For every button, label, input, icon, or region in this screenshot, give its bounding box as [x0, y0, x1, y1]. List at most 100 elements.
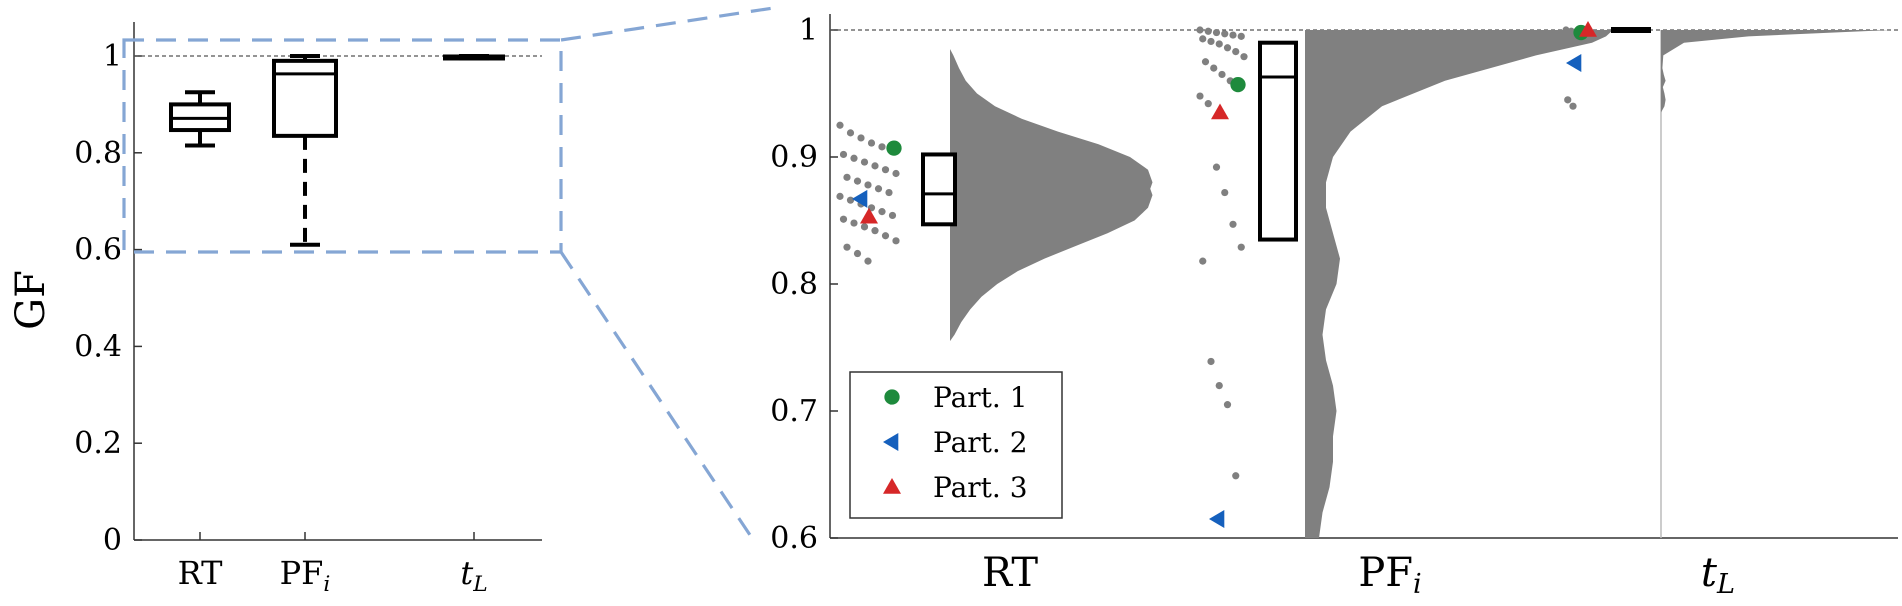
scatter-point-RT: [871, 162, 879, 170]
scatter-point-PF: [1237, 32, 1245, 40]
legend-label-2: Part. 2: [933, 426, 1028, 459]
scatter-point-RT: [892, 237, 900, 245]
scatter-point-t: [1564, 96, 1572, 104]
scatter-point-PF: [1215, 40, 1223, 48]
scatter-point-PF: [1221, 188, 1229, 197]
scatter-point-RT: [864, 181, 872, 189]
scatter-point-PF: [1229, 31, 1237, 39]
scatter-point-RT: [860, 158, 869, 166]
scatter-point-RT: [836, 192, 844, 200]
scatter-point-RT: [843, 243, 851, 251]
scatter-point-PF: [1223, 44, 1232, 52]
overview-panel: 0 0.2 0.4 0.6 0.8 1 RT PFi tL GF: [8, 22, 542, 597]
scatter-point-PF: [1207, 357, 1215, 366]
scatter-point-RT: [843, 173, 851, 181]
scatter-point-PF: [1223, 401, 1232, 409]
right-x-ticks: RT PFi tL: [982, 550, 1735, 600]
right-x-tick-label: PFi: [1358, 550, 1421, 600]
scatter-point-RT: [839, 150, 848, 159]
participant-marker-1-PF: [1230, 76, 1246, 93]
participant-markers: [852, 21, 1597, 528]
participant-marker-3-RT: [860, 207, 878, 224]
participant-marker-3-t: [1579, 21, 1597, 37]
right-box-rect: [1611, 27, 1651, 33]
zoom-connector-top: [560, 5, 781, 42]
left-x-ticks: RT PFi tL: [178, 532, 488, 597]
left-box-RT: [169, 90, 231, 148]
left-x-tick-label-main: PF: [280, 554, 324, 592]
scatter-point-RT: [871, 227, 879, 235]
right-box-t: [1611, 27, 1651, 33]
left-y-label: GF: [8, 270, 54, 330]
left-x-tick-label: PFi: [280, 554, 331, 597]
zoom-rect: [122, 38, 563, 254]
scatter-point-RT: [874, 185, 883, 193]
participant-marker-2-t: [1566, 54, 1582, 73]
left-y-tick-label: 0.6: [74, 233, 122, 268]
right-box-rect: [921, 152, 957, 227]
scatter-point-RT: [846, 196, 855, 204]
right-box-PF: [1258, 40, 1298, 242]
left-box-t: [443, 54, 505, 61]
scatter-point-RT: [850, 154, 858, 162]
right-y-ticks: 0.6 0.7 0.8 0.9 1: [770, 13, 838, 556]
left-x-tick-label: tL: [460, 554, 487, 597]
left-x-tick-label-subscript: i: [323, 572, 330, 597]
legend: Part. 1 Part. 2 Part. 3: [849, 371, 1063, 519]
left-y-tick-label: 0.8: [74, 136, 122, 171]
right-box-RT: [921, 152, 957, 227]
scatter-point-PF: [1229, 220, 1237, 228]
scatter-point-PF: [1207, 37, 1215, 46]
scatter-point-RT: [881, 166, 890, 174]
scatter-point-PF: [1240, 53, 1248, 61]
left-y-tick-label: 0.4: [74, 329, 122, 364]
scatter-point-PF: [1212, 28, 1221, 37]
scatter-point-PF: [1201, 58, 1210, 66]
right-x-tick-label: tL: [1701, 550, 1735, 600]
left-boxes: [169, 54, 505, 247]
scatter-point-PF: [1212, 163, 1221, 171]
scatter-point-PF: [1221, 30, 1229, 38]
right-x-tick-label-subscript: L: [1716, 569, 1735, 600]
left-x-tick-label-subscript: L: [472, 572, 487, 597]
scatter-point-RT: [846, 129, 855, 137]
density-PF: [1305, 30, 1613, 538]
scatter-point-RT: [860, 223, 869, 231]
density-curves: [950, 30, 1891, 538]
left-y-tick-label: 1: [103, 39, 122, 74]
scatter-point-PF: [1218, 70, 1226, 79]
legend-marker-2: [883, 433, 899, 451]
legend-marker-3: [883, 478, 901, 494]
scatter-point-RT: [853, 249, 862, 258]
participant-marker-2-PF: [1209, 509, 1225, 528]
legend-marker-1: [884, 389, 900, 405]
legend-label-1: Part. 1: [933, 381, 1028, 414]
right-y-tick-label: 1: [799, 13, 818, 48]
right-y-tick-label: 0.9: [770, 140, 818, 175]
right-x-tick-label-main: t: [1701, 550, 1718, 596]
participant-marker-3-PF: [1211, 103, 1229, 120]
right-x-tick-label-subscript: i: [1413, 569, 1422, 600]
scatter-point-PF: [1232, 472, 1240, 480]
right-x-tick-label-main: PF: [1358, 550, 1413, 596]
left-y-tick-label: 0.2: [74, 426, 122, 461]
scatter-point-PF: [1237, 243, 1245, 251]
scatter-point-RT: [867, 139, 876, 147]
scatter-point-PF: [1196, 92, 1204, 100]
scatter-point-PF: [1204, 100, 1212, 108]
right-x-tick-label-main: RT: [982, 550, 1038, 596]
density-RT: [950, 49, 1153, 342]
left-y-ticks: 0 0.2 0.4 0.6 0.8 1: [74, 39, 142, 558]
scatter-point-RT: [864, 257, 872, 265]
left-x-tick-label-main: RT: [178, 554, 224, 592]
left-x-tick-label: RT: [178, 554, 224, 592]
left-box-PF: [272, 54, 338, 247]
scatter-point-RT: [881, 232, 890, 240]
scatter-point-PF: [1199, 257, 1207, 265]
participant-marker-2-RT: [852, 189, 868, 208]
left-x-tick-label-main: t: [460, 554, 473, 592]
scatter-point-RT: [836, 121, 844, 129]
left-y-tick-label: 0: [103, 523, 122, 558]
